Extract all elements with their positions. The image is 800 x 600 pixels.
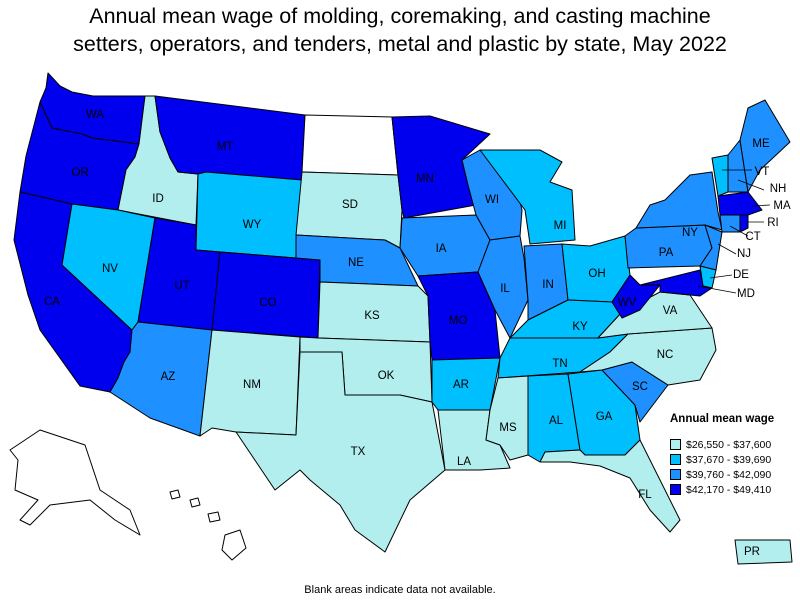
state-tx[interactable] <box>235 351 446 553</box>
state-ma[interactable] <box>717 191 763 216</box>
label-ks: KS <box>364 310 380 322</box>
label-mi: MI <box>554 220 567 232</box>
label-nc: NC <box>657 349 674 361</box>
label-pa: PA <box>659 247 674 259</box>
label-co: CO <box>259 297 276 309</box>
label-nj: NJ <box>737 248 751 260</box>
state-il[interactable] <box>477 235 529 339</box>
legend-swatch <box>670 484 681 495</box>
footnote: Blank areas indicate data not available. <box>304 584 496 596</box>
label-wa: WA <box>86 109 104 121</box>
label-wy: WY <box>243 219 262 231</box>
legend: Annual mean wage $26,550 - $37,600 $37,6… <box>670 413 800 497</box>
state-mi[interactable] <box>479 149 576 245</box>
hi-island-big <box>221 529 247 561</box>
label-ma: MA <box>773 200 791 212</box>
label-tn: TN <box>552 358 567 370</box>
label-mt: MT <box>217 141 234 153</box>
state-ny[interactable] <box>635 171 723 231</box>
label-pr: PR <box>744 546 760 558</box>
legend-swatch <box>670 469 681 480</box>
state-nc[interactable] <box>579 327 717 386</box>
label-ga: GA <box>596 411 613 423</box>
state-hi[interactable] <box>169 489 247 561</box>
small-state-callouts: VT NH MA RI CT NJ DE MD <box>697 166 791 300</box>
label-mn: MN <box>416 173 434 185</box>
hi-island-oahu <box>189 497 201 508</box>
label-il: IL <box>500 283 510 295</box>
label-mo: MO <box>449 315 468 327</box>
label-fl: FL <box>638 489 652 501</box>
label-id: ID <box>152 193 164 205</box>
label-ok: OK <box>378 370 395 382</box>
label-ky: KY <box>572 321 588 333</box>
state-nd[interactable] <box>301 114 399 176</box>
label-ut: UT <box>174 280 189 292</box>
label-md: MD <box>737 288 755 300</box>
map-title-line-2: setters, operators, and tenders, metal a… <box>73 32 727 56</box>
legend-item: $39,760 - $42,090 <box>670 467 800 482</box>
state-ak[interactable] <box>9 429 141 536</box>
label-wv: WV <box>618 297 637 309</box>
label-vt: VT <box>755 166 770 178</box>
label-sd: SD <box>342 199 358 211</box>
label-ne: NE <box>348 257 364 269</box>
map-title-line-1: Annual mean wage of molding, coremaking,… <box>89 4 711 28</box>
label-nv: NV <box>102 263 118 275</box>
state-ri[interactable] <box>739 214 749 233</box>
hi-island-maui <box>207 511 221 523</box>
legend-swatch <box>670 454 681 465</box>
legend-item: $37,670 - $39,690 <box>670 452 800 467</box>
label-or: OR <box>71 167 88 179</box>
label-ar: AR <box>453 379 469 391</box>
states-layer <box>9 72 793 565</box>
label-de: DE <box>733 269 749 281</box>
label-nm: NM <box>243 379 261 391</box>
legend-item: $42,170 - $49,410 <box>670 482 800 497</box>
hi-island-kauai <box>169 489 181 500</box>
map-title: Annual mean wage of molding, coremaking,… <box>0 2 800 58</box>
label-nh: NH <box>770 183 787 195</box>
label-ms: MS <box>499 422 517 434</box>
state-pr[interactable] <box>734 539 793 565</box>
state-wy[interactable] <box>195 171 303 259</box>
state-md[interactable] <box>639 269 713 297</box>
state-co[interactable] <box>211 251 321 339</box>
state-labels: WA OR CA ID MT WY NV UT CO AZ NM SD NE K… <box>44 109 770 558</box>
label-az: AZ <box>161 371 176 383</box>
label-va: VA <box>663 305 678 317</box>
label-ca: CA <box>44 296 60 308</box>
legend-label: $26,550 - $37,600 <box>686 438 772 451</box>
label-sc: SC <box>632 381 648 393</box>
label-al: AL <box>549 415 564 427</box>
legend-title: Annual mean wage <box>670 413 775 425</box>
legend-label: $37,670 - $39,690 <box>686 453 772 466</box>
legend-item: $26,550 - $37,600 <box>670 437 800 452</box>
label-wi: WI <box>485 194 499 206</box>
label-me: ME <box>752 138 770 150</box>
state-fl[interactable] <box>539 439 681 533</box>
label-ny: NY <box>682 227 698 239</box>
label-ia: IA <box>436 243 447 255</box>
label-ct: CT <box>745 231 760 243</box>
label-la: LA <box>457 456 471 468</box>
label-tx: TX <box>351 446 366 458</box>
label-in: IN <box>542 279 554 291</box>
state-mt[interactable] <box>154 95 306 181</box>
legend-label: $42,170 - $49,410 <box>686 483 772 496</box>
label-ri: RI <box>767 217 779 229</box>
label-oh: OH <box>588 268 605 280</box>
legend-label: $39,760 - $42,090 <box>686 468 772 481</box>
legend-swatch <box>670 439 681 450</box>
